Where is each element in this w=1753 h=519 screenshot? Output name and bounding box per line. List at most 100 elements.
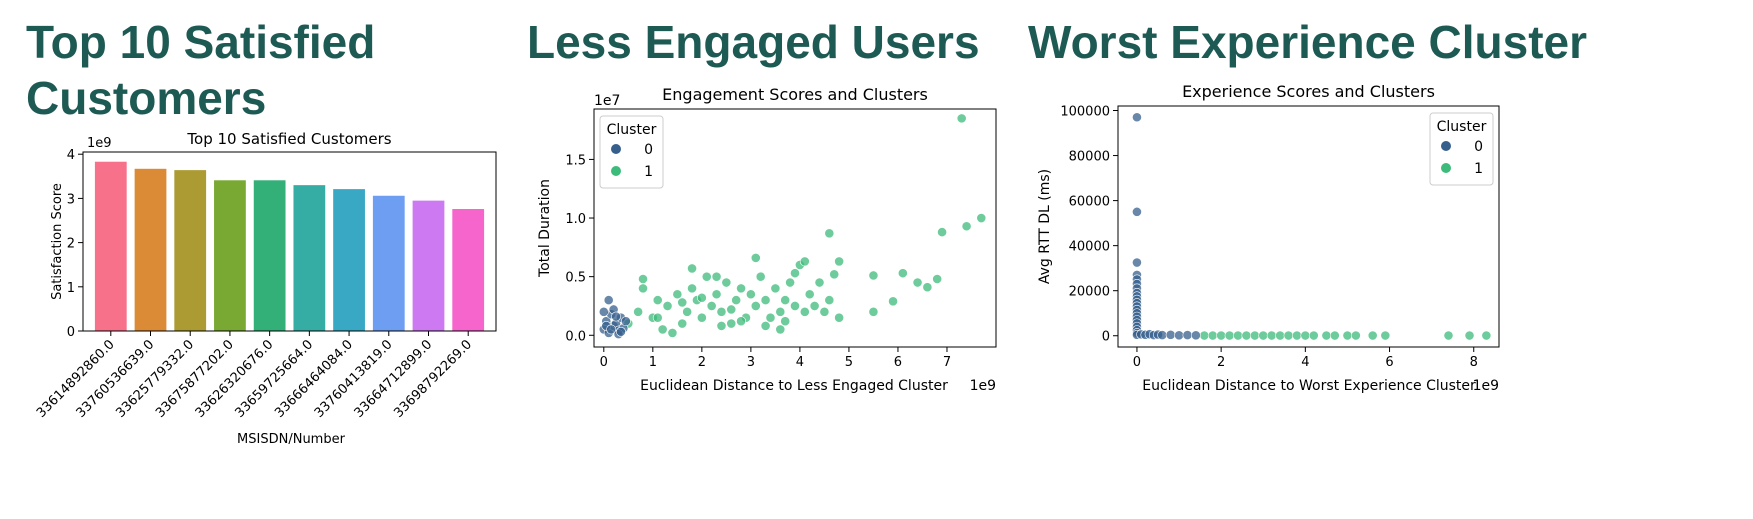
point-cluster-1-7 xyxy=(672,289,683,300)
plot-frame xyxy=(82,151,497,332)
point-cluster-1-49 xyxy=(868,270,879,281)
point-cluster-1-51 xyxy=(888,296,898,307)
point-cluster-0-9 xyxy=(603,295,614,306)
point-cluster-1-37 xyxy=(819,306,830,317)
point-cluster-1-14 xyxy=(706,301,717,311)
y-tick-label: 0.0 xyxy=(565,329,586,344)
y-tick-label: 0 xyxy=(1102,330,1110,345)
point-cluster-1-57 xyxy=(956,113,967,124)
point-cluster-0-0 xyxy=(1132,112,1142,123)
point-cluster-0-14 xyxy=(620,316,631,327)
y-tick-label: 1.0 xyxy=(565,212,586,227)
point-cluster-1-14 xyxy=(1321,330,1332,341)
point-cluster-1-12 xyxy=(696,312,707,323)
y-tick-label: 40000 xyxy=(1069,240,1110,255)
point-cluster-1-43 xyxy=(750,252,761,263)
legend-marker-0 xyxy=(611,144,621,154)
bar-9 xyxy=(452,209,485,331)
point-cluster-1-10 xyxy=(687,283,697,294)
chart-title: Experience Scores and Clusters xyxy=(1182,82,1435,101)
point-cluster-1-21 xyxy=(1464,330,1475,341)
point-cluster-1-31 xyxy=(790,301,800,311)
bar-1 xyxy=(134,168,167,331)
point-cluster-1-59 xyxy=(976,213,987,223)
point-cluster-1-2 xyxy=(1216,330,1227,341)
x-tick-label: 8 xyxy=(1470,355,1478,370)
point-cluster-1-55 xyxy=(932,274,943,284)
y-tick-label: 2 xyxy=(67,237,75,252)
x-tick-label: 2 xyxy=(698,355,706,370)
y-tick-label: 4 xyxy=(67,148,75,163)
point-cluster-1-53 xyxy=(912,277,923,288)
point-cluster-1-8 xyxy=(1266,330,1277,341)
point-cluster-1-4 xyxy=(652,295,663,306)
point-cluster-1-56 xyxy=(937,227,947,238)
point-cluster-1-30 xyxy=(785,277,795,288)
x-tick-label: 4 xyxy=(1301,355,1309,370)
point-cluster-1-19 xyxy=(1380,330,1391,341)
point-cluster-1-41 xyxy=(687,263,697,274)
point-cluster-1-61 xyxy=(667,328,678,338)
y-tick-label: 80000 xyxy=(1069,150,1110,165)
point-cluster-1-12 xyxy=(1300,330,1311,341)
point-cluster-1-15 xyxy=(711,289,722,300)
point-cluster-0-28 xyxy=(1174,330,1184,341)
point-cluster-1-9 xyxy=(682,306,693,317)
y-axis-label: Avg RTT DL (ms) xyxy=(1037,169,1053,284)
y-tick-label: 0 xyxy=(67,325,75,340)
point-cluster-1-50 xyxy=(868,306,879,317)
point-cluster-1-20 xyxy=(736,283,746,294)
point-cluster-0-2 xyxy=(1132,257,1142,268)
x-axis-label: Euclidean Distance to Less Engaged Clust… xyxy=(640,378,948,394)
point-cluster-1-27 xyxy=(770,283,781,294)
point-cluster-1-18 xyxy=(1367,330,1378,341)
point-cluster-1-13 xyxy=(701,271,712,282)
point-cluster-1-48 xyxy=(834,256,845,267)
point-cluster-1-1 xyxy=(633,306,644,317)
point-cluster-1-17 xyxy=(721,277,732,288)
x-tick-label: 6 xyxy=(894,355,902,370)
point-cluster-1-45 xyxy=(799,256,810,267)
plot-frame xyxy=(593,108,997,348)
point-cluster-1-0 xyxy=(1199,330,1210,341)
heading-worst-experience: Worst Experience Cluster xyxy=(1028,16,1588,68)
point-cluster-1-65 xyxy=(760,320,771,331)
chart-title: Engagement Scores and Clusters xyxy=(662,85,928,104)
x-axis-label: Euclidean Distance to Worst Experience C… xyxy=(1142,378,1476,394)
point-cluster-1-54 xyxy=(922,282,933,293)
point-cluster-1-13 xyxy=(1308,330,1319,341)
y-tick-label: 1.5 xyxy=(565,153,586,168)
x-tick-label: 5 xyxy=(845,355,853,370)
y-tick-label: 60000 xyxy=(1069,195,1110,210)
point-cluster-1-38 xyxy=(824,295,835,306)
point-cluster-1-47 xyxy=(829,269,840,280)
point-cluster-1-26 xyxy=(765,312,776,323)
point-cluster-1-15 xyxy=(1329,330,1340,341)
legend-label-0: 0 xyxy=(1474,139,1483,155)
point-cluster-1-63 xyxy=(696,292,707,303)
point-cluster-1-40 xyxy=(638,274,648,284)
x-tick-label: 6 xyxy=(1385,355,1393,370)
bar-2 xyxy=(174,170,207,331)
y-tick-label: 100000 xyxy=(1060,105,1110,120)
y-offset-label: 1e9 xyxy=(87,136,112,151)
chart-title: Top 10 Satisfied Customers xyxy=(186,130,391,148)
point-cluster-1-69 xyxy=(780,316,791,327)
point-cluster-1-60 xyxy=(716,320,727,331)
point-cluster-1-46 xyxy=(824,228,835,239)
point-cluster-0-10 xyxy=(598,306,609,317)
point-cluster-1-16 xyxy=(1342,330,1353,341)
point-cluster-1-16 xyxy=(716,306,727,317)
point-cluster-1-58 xyxy=(961,221,972,232)
legend-marker-1 xyxy=(611,166,621,176)
bar-3 xyxy=(214,180,246,331)
heading-top10: Top 10 Satisfied Customers xyxy=(26,14,375,126)
legend-title: Cluster xyxy=(1437,119,1487,135)
y-tick-label: 3 xyxy=(67,192,75,207)
point-cluster-1-52 xyxy=(897,268,908,279)
point-cluster-1-1 xyxy=(1207,330,1218,341)
legend-label-1: 1 xyxy=(644,164,653,180)
